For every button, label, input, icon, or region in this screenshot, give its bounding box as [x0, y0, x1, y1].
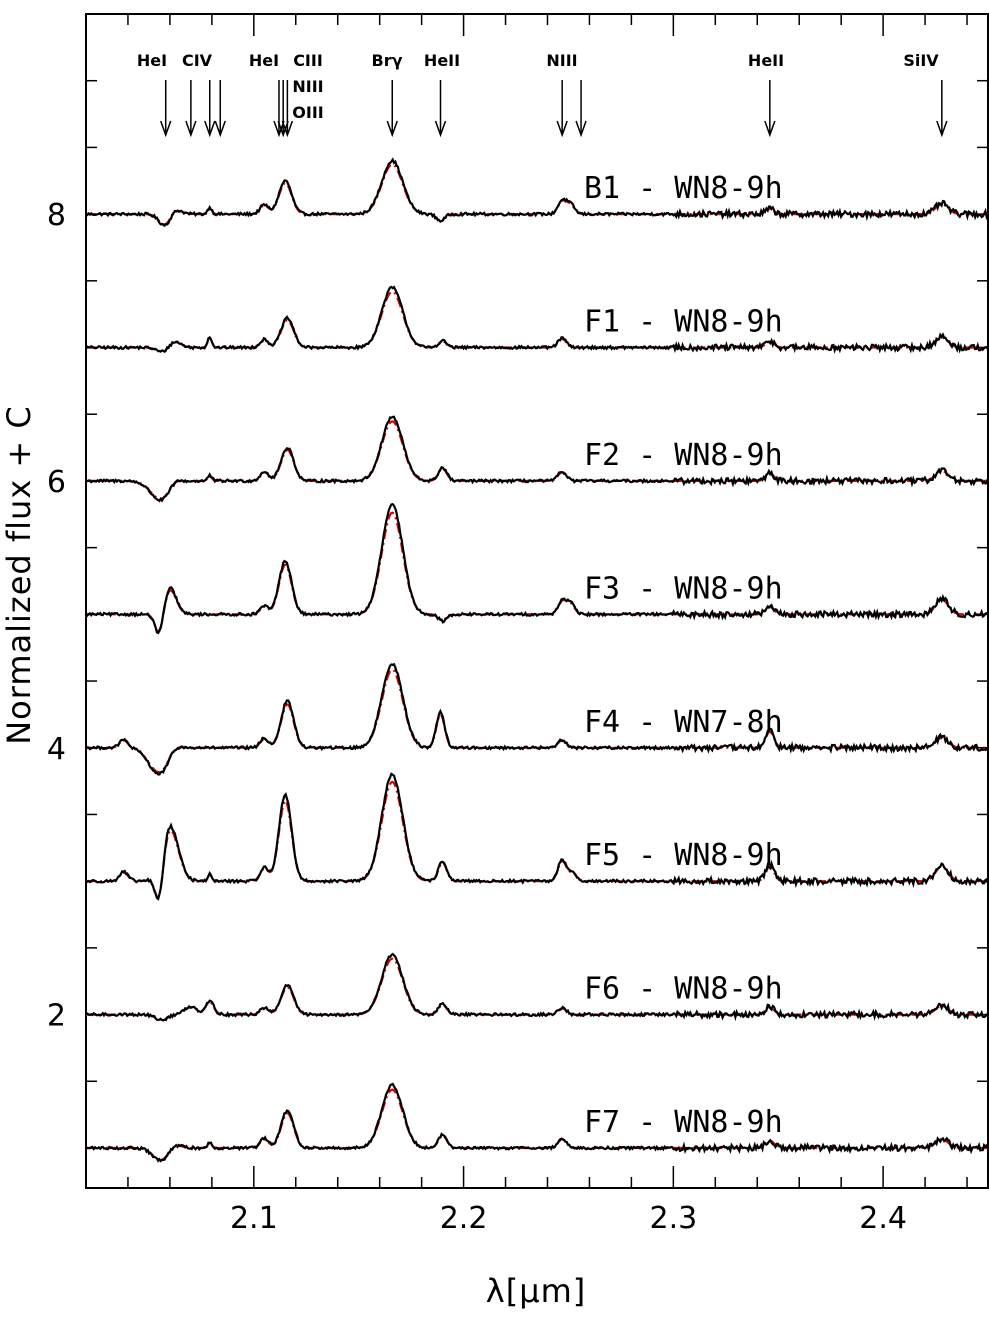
line-identifications: HeI CIV HeI CIII NIII OIII Brγ HeII NIII HeII SiIV: [137, 51, 948, 138]
axis-ticks: 2.1 2.2 2.3 2.4 2 4 6 8: [47, 14, 988, 1236]
observed-spectrum-line: [85, 157, 989, 228]
arrow-head: [204, 120, 216, 138]
arrow-head: [273, 120, 285, 138]
arrow-head: [936, 120, 948, 138]
observed-spectrum-line: [85, 415, 989, 503]
spectrum-label: F4 - WN7-8h: [584, 705, 783, 740]
observed-spectrum-line: [85, 285, 989, 354]
observed-spectrum-line: [85, 662, 989, 776]
line-id-label: HeII: [424, 51, 460, 70]
model-spectrum-line: [86, 957, 988, 1021]
arrow-head: [281, 120, 294, 138]
labels-layer: B1 - WN8-9h F1 - WN8-9h F2 - WN8-9h F3 - WN…: [584, 171, 783, 1140]
model-spectrum-line: [86, 420, 988, 500]
arrow-head: [556, 120, 568, 138]
observed-spectrum-line: [85, 772, 989, 901]
line-id-label: CIII: [293, 51, 323, 70]
y-tick-label: 8: [47, 198, 66, 233]
x-tick-label: 2.1: [230, 1201, 278, 1236]
spectrum-label: F3 - WN8-9h: [584, 571, 783, 606]
line-id-label: SiIV: [903, 51, 939, 70]
line-id-label: HeI: [137, 51, 167, 70]
observed-spectrum-line: [85, 1082, 989, 1163]
arrow-head: [575, 120, 587, 138]
line-id-label: HeI: [249, 51, 279, 70]
arrow-head: [277, 120, 289, 138]
arrow-head: [386, 120, 398, 138]
spectrum-label: B1 - WN8-9h: [584, 171, 783, 206]
spectrum-label: F1 - WN8-9h: [584, 305, 783, 340]
x-axis-title: λ[μm]: [486, 1272, 586, 1310]
y-tick-label: 2: [47, 999, 66, 1034]
y-tick-label: 4: [47, 732, 66, 767]
line-id-label: OIII: [292, 103, 323, 122]
arrow-head: [160, 120, 172, 138]
x-tick-label: 2.2: [440, 1201, 488, 1236]
series-layer: [85, 157, 989, 1163]
arrow-head: [185, 120, 197, 138]
observed-spectrum-line: [85, 502, 989, 635]
spectrum-label: F6 - WN8-9h: [584, 972, 783, 1007]
observed-spectrum-line: [85, 952, 989, 1022]
model-spectrum-line: [86, 668, 988, 774]
arrow-head: [764, 120, 776, 138]
x-tick-label: 2.3: [649, 1201, 697, 1236]
model-spectrum-line: [86, 290, 988, 353]
x-tick-label: 2.4: [859, 1201, 907, 1236]
y-axis-title: Normalized flux + C: [0, 405, 38, 745]
spectrum-label: F7 - WN8-9h: [584, 1105, 783, 1140]
plot-border: [85, 13, 989, 1189]
spectrum-label: F2 - WN8-9h: [584, 438, 783, 473]
line-id-label: HeII: [748, 51, 784, 70]
arrow-head: [434, 120, 447, 138]
y-tick-label: 6: [47, 465, 66, 500]
line-id-label: Brγ: [372, 51, 403, 70]
arrow-head: [214, 120, 226, 138]
line-id-label: NIII: [546, 51, 577, 70]
plot-frame: [85, 13, 989, 1189]
spectrum-label: F5 - WN8-9h: [584, 838, 783, 873]
line-id-label: CIV: [182, 51, 213, 70]
line-id-label: NIII: [292, 77, 323, 96]
